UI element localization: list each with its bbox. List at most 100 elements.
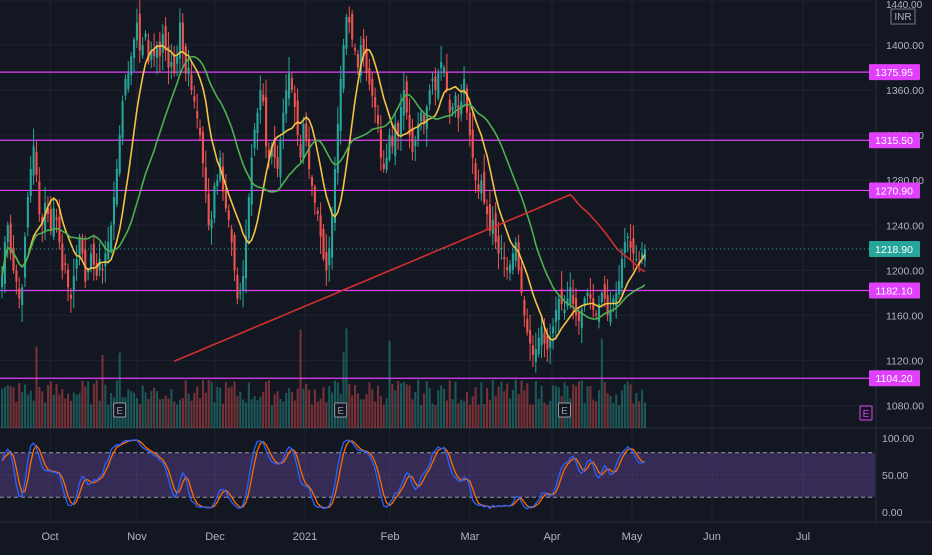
candle-body [402, 90, 405, 116]
candle-body [603, 283, 606, 299]
candle-body [480, 180, 483, 194]
price-tick-label: 1080.00 [886, 400, 924, 412]
candle-body [267, 149, 271, 158]
candle-body [204, 167, 207, 192]
volume-bar [1, 388, 4, 428]
volume-bar [293, 400, 296, 428]
volume-bar [193, 392, 196, 428]
volume-bar [626, 381, 629, 428]
moving-averages [1, 44, 646, 362]
candle-body [288, 73, 291, 99]
candle-body [173, 55, 176, 74]
volume-bar [276, 391, 279, 428]
currency-box [890, 8, 916, 25]
volume-bar [552, 385, 555, 428]
candle-body [345, 16, 348, 49]
candle-body [29, 168, 32, 197]
volume-bar [161, 398, 164, 428]
candle-body [130, 56, 133, 76]
candle-body [147, 40, 150, 62]
volume-bar [454, 381, 457, 428]
candle-body [488, 204, 491, 231]
stochastic-axis-label: 0.00 [882, 507, 903, 519]
candle-body [517, 242, 520, 271]
stochastic-axis-label: 100.00 [882, 433, 914, 445]
volume-bar [221, 403, 225, 428]
time-tick-label: Apr [543, 531, 560, 543]
candle-body [394, 123, 397, 156]
volume-bar [411, 399, 414, 428]
volume-bar [577, 381, 580, 428]
candle-body [265, 97, 268, 147]
volume-bar [546, 404, 549, 428]
volume-bar [118, 352, 121, 428]
volume-bar [376, 385, 380, 428]
candle-body [595, 313, 598, 316]
volume-bar [38, 387, 41, 428]
candle-body [293, 93, 296, 107]
candle-body [190, 74, 193, 91]
volume-bar [227, 387, 230, 428]
level-price-tag [869, 132, 920, 149]
volume-bar [44, 402, 47, 428]
candle-body [32, 146, 35, 176]
volume-bar [641, 389, 644, 428]
time-tick-label: May [622, 531, 643, 543]
volume-bar [267, 380, 271, 428]
candle-body [560, 288, 563, 305]
volume-bar [342, 352, 345, 428]
volume-bar [385, 398, 388, 428]
candle-body [322, 228, 325, 260]
time-tick-label: Jun [703, 531, 721, 543]
grid [0, 0, 932, 523]
candles[interactable] [1, 0, 646, 373]
candle-body [244, 236, 248, 279]
volume-bar [290, 391, 293, 428]
candle-body [391, 136, 394, 147]
volume-bar [95, 380, 98, 428]
volume-bar [170, 389, 173, 428]
candle-body [196, 111, 199, 119]
volume-bar [104, 384, 107, 428]
level-price-tag-label: 1270.90 [875, 185, 913, 197]
volume-bar [110, 393, 113, 428]
volume-bar [543, 402, 546, 428]
candle-body [46, 208, 50, 214]
volume-bar [230, 386, 233, 428]
candle-body [549, 337, 552, 348]
volume-bar [486, 387, 489, 428]
volume-bar [437, 390, 440, 428]
volume-bar [153, 387, 156, 428]
volume-bar [216, 386, 219, 428]
candle-body [290, 78, 293, 91]
candle-body [451, 107, 454, 111]
candle-body [133, 39, 136, 59]
volume-bar [483, 404, 486, 428]
sma-fast-line [1, 44, 646, 342]
volume-bar [468, 404, 471, 428]
candle-body [575, 297, 578, 316]
volume-bar [87, 381, 90, 428]
price-axis[interactable]: 1440.001400.001360.001320.001280.001240.… [869, 0, 924, 412]
volume-bar [632, 403, 635, 428]
volume-bar [64, 398, 67, 428]
candle-body [425, 107, 428, 130]
volume-bar [580, 380, 583, 428]
volume-bar [9, 386, 12, 428]
candle-body [239, 292, 242, 294]
candle-body [308, 139, 311, 169]
time-axis[interactable]: Oct Nov Dec 2021 Feb Mar Apr May Jun Jul [41, 531, 810, 543]
volume-bar [75, 394, 78, 428]
volume-bar [635, 393, 638, 428]
candle-body [158, 41, 161, 57]
candle-body [506, 266, 509, 271]
candle-body [167, 46, 170, 68]
volume-bar [494, 395, 497, 428]
candle-body [124, 78, 127, 96]
earnings-marker-label: E [116, 406, 123, 417]
volume-bar [325, 402, 328, 428]
candle-body [316, 210, 319, 214]
candle-body [6, 225, 9, 243]
